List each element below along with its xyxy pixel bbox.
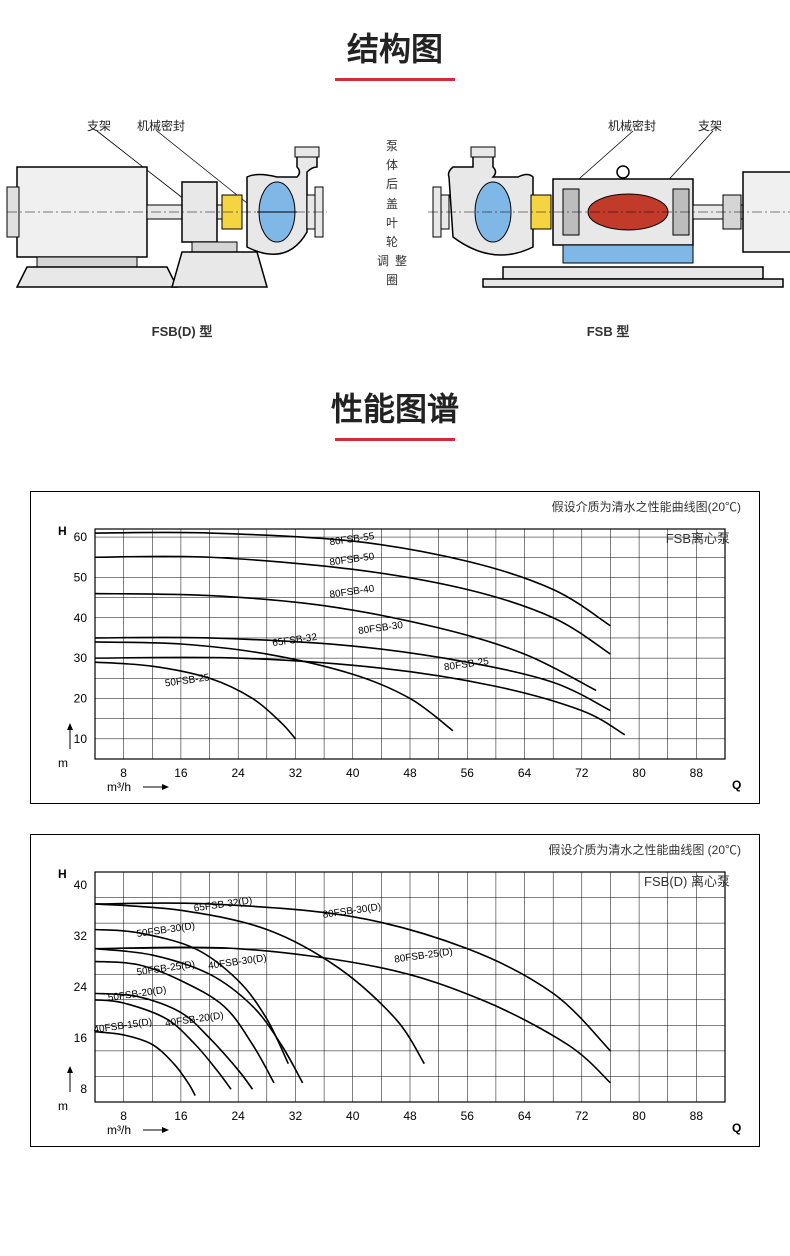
svg-text:H: H <box>58 524 67 538</box>
svg-text:64: 64 <box>518 1109 532 1123</box>
svg-text:48: 48 <box>403 1109 417 1123</box>
performance-title: 性能图谱 <box>331 384 459 430</box>
chart2-svg: 816243240485664728088816243240Hmm³/hQ80F… <box>40 860 750 1140</box>
svg-text:m: m <box>58 756 68 770</box>
chart1-subtitle: 假设介质为清水之性能曲线图(20℃) <box>31 492 759 517</box>
svg-text:65FSB-32: 65FSB-32 <box>272 632 319 649</box>
svg-text:40: 40 <box>74 611 88 625</box>
svg-text:8: 8 <box>80 1082 87 1096</box>
svg-text:30: 30 <box>74 651 88 665</box>
chart1-svg: 8 16 24 32 40 48 56 64 72 80 88 10 20 30 40 50 60 Hm m³/h Q… <box>40 517 750 797</box>
callout-mixi-r: 机械密封 <box>608 117 656 134</box>
svg-text:16: 16 <box>174 766 188 780</box>
svg-text:50FSB-25: 50FSB-25 <box>164 672 211 689</box>
pump-fsb-d-svg <box>0 117 367 317</box>
callout-mixi-l: 机械密封 <box>137 117 185 134</box>
lbl-back-cover: 后 盖 <box>377 175 413 213</box>
svg-text:m³/h: m³/h <box>107 1123 131 1137</box>
svg-text:Q: Q <box>732 1121 741 1135</box>
svg-text:80: 80 <box>632 1109 646 1123</box>
svg-text:H: H <box>58 867 67 881</box>
svg-text:50FSB-30(D): 50FSB-30(D) <box>136 921 196 940</box>
svg-text:56: 56 <box>461 1109 475 1123</box>
svg-text:24: 24 <box>74 980 88 994</box>
lbl-impeller: 叶 轮 <box>377 214 413 252</box>
svg-text:80FSB-30: 80FSB-30 <box>358 620 405 637</box>
center-labels: 泵 体 后 盖 叶 轮 调整圈 <box>377 137 413 360</box>
svg-text:16: 16 <box>174 1109 188 1123</box>
title-underline <box>335 78 455 81</box>
svg-text:32: 32 <box>74 929 88 943</box>
svg-text:50FSB-25(D): 50FSB-25(D) <box>136 959 196 978</box>
svg-text:80FSB-30(D): 80FSB-30(D) <box>322 902 382 921</box>
structure-right: 机械密封 支架 <box>423 117 790 340</box>
svg-text:40: 40 <box>74 878 88 892</box>
svg-text:40FSB-30(D): 40FSB-30(D) <box>207 953 267 972</box>
svg-text:48: 48 <box>403 766 417 780</box>
structure-right-canvas: 机械密封 支架 <box>423 117 790 317</box>
svg-text:24: 24 <box>232 1109 246 1123</box>
svg-text:72: 72 <box>575 1109 589 1123</box>
svg-text:m: m <box>58 1099 68 1113</box>
svg-text:60: 60 <box>74 530 88 544</box>
model-label-right: FSB 型 <box>423 321 790 340</box>
svg-text:88: 88 <box>690 1109 704 1123</box>
lbl-pump-body: 泵 体 <box>377 137 413 175</box>
structure-left: 支架 机械密封 <box>0 117 367 340</box>
svg-text:8: 8 <box>120 1109 127 1123</box>
svg-text:32: 32 <box>289 766 303 780</box>
svg-text:40: 40 <box>346 1109 360 1123</box>
callout-zhijia-l: 支架 <box>87 117 111 134</box>
chart1-pump-label: FSB离心泵 <box>665 527 731 548</box>
svg-text:80FSB-25(D): 80FSB-25(D) <box>394 946 454 965</box>
chart2-block: 假设介质为清水之性能曲线图 (20℃) FSB(D) 离心泵 8 16 24 32 40… <box>30 834 760 1147</box>
svg-text:80: 80 <box>632 766 646 780</box>
svg-text:80FSB-50: 80FSB-50 <box>329 551 376 568</box>
svg-text:56: 56 <box>461 766 475 780</box>
chart1-block: 假设介质为清水之性能曲线图(20℃) FSB离心泵 8 16 24 32 40 48 56 6… <box>30 491 760 804</box>
svg-text:10: 10 <box>74 732 88 746</box>
svg-text:40: 40 <box>346 766 360 780</box>
model-label-left: FSB(D) 型 <box>0 321 367 340</box>
chart2-subtitle: 假设介质为清水之性能曲线图 (20℃) <box>31 835 759 860</box>
svg-text:50: 50 <box>74 570 88 584</box>
performance-title-block: 性能图谱 <box>0 360 790 477</box>
svg-text:8: 8 <box>120 766 127 780</box>
svg-text:24: 24 <box>232 766 246 780</box>
svg-text:Q: Q <box>732 778 741 792</box>
structure-diagram-wrap: 支架 机械密封 <box>0 117 790 360</box>
svg-text:32: 32 <box>289 1109 303 1123</box>
structure-title-block: 结构图 <box>0 0 790 117</box>
chart2-pump-label: FSB(D) 离心泵 <box>643 870 731 891</box>
structure-left-canvas: 支架 机械密封 <box>0 117 367 317</box>
pump-fsb-svg <box>423 117 790 317</box>
svg-text:88: 88 <box>690 766 704 780</box>
svg-text:m³/h: m³/h <box>107 780 131 794</box>
svg-text:65FSB-32(D): 65FSB-32(D) <box>193 895 253 914</box>
callout-zhijia-r: 支架 <box>698 117 722 134</box>
svg-text:80FSB-55: 80FSB-55 <box>329 531 376 548</box>
title-underline-2 <box>335 438 455 441</box>
svg-text:80FSB-40: 80FSB-40 <box>329 584 376 601</box>
svg-text:20: 20 <box>74 691 88 705</box>
svg-text:16: 16 <box>74 1031 88 1045</box>
svg-text:64: 64 <box>518 766 532 780</box>
svg-text:40FSB-20(D): 40FSB-20(D) <box>165 1010 225 1029</box>
structure-title: 结构图 <box>347 24 443 70</box>
svg-text:72: 72 <box>575 766 589 780</box>
lbl-adj-ring: 调整圈 <box>377 252 413 290</box>
svg-text:40FSB-15(D): 40FSB-15(D) <box>93 1017 153 1036</box>
